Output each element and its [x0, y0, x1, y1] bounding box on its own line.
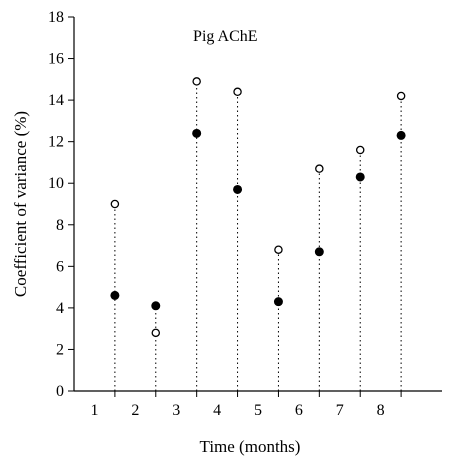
x-axis-title: Time (months) — [200, 437, 301, 456]
y-tick-label: 6 — [56, 258, 64, 275]
open-point — [110, 199, 120, 209]
open-point — [274, 245, 283, 254]
filled-point — [110, 290, 120, 300]
plot-frame — [73, 17, 442, 392]
y-tick-label: 14 — [48, 92, 64, 109]
x-tick-label: 2 — [131, 402, 139, 419]
filled-point — [192, 128, 202, 138]
open-point — [233, 87, 242, 97]
open-point — [315, 164, 324, 173]
y-tick-label: 0 — [56, 383, 64, 400]
open-point — [151, 328, 161, 338]
chart-title: Pig AChE — [193, 28, 257, 45]
x-tick-label: 4 — [213, 402, 221, 419]
x-tick-label: 1 — [90, 402, 98, 419]
y-axis-title: Coefficient of variance (%) — [11, 111, 30, 297]
filled-point — [314, 247, 324, 257]
y-axis: 0 2 4 6 8 10 12 14 16 18 — [48, 9, 74, 400]
y-tick-label: 12 — [48, 134, 64, 151]
y-tick-label: 10 — [48, 175, 64, 192]
x-tick-label: 6 — [295, 402, 303, 419]
x-tick-label: 7 — [336, 402, 344, 419]
filled-point — [233, 184, 243, 194]
filled-point — [396, 130, 406, 140]
filled-point — [355, 172, 365, 182]
open-point — [192, 77, 201, 86]
x-tick-label: 8 — [377, 402, 385, 419]
open-point — [396, 91, 406, 101]
open-point — [355, 145, 365, 155]
x-axis: 1 2 3 4 5 6 7 8 — [90, 391, 402, 419]
y-tick-label: 2 — [56, 341, 64, 358]
stems — [114, 85, 402, 391]
x-tick-label: 5 — [254, 402, 262, 419]
y-tick-label: 18 — [48, 9, 64, 26]
filled-point — [273, 297, 283, 307]
y-tick-label: 8 — [56, 217, 64, 234]
x-tick-label: 3 — [172, 402, 180, 419]
filled-point — [151, 301, 161, 311]
points — [110, 77, 406, 338]
y-tick-label: 4 — [56, 300, 64, 317]
y-tick-label: 16 — [48, 51, 64, 68]
